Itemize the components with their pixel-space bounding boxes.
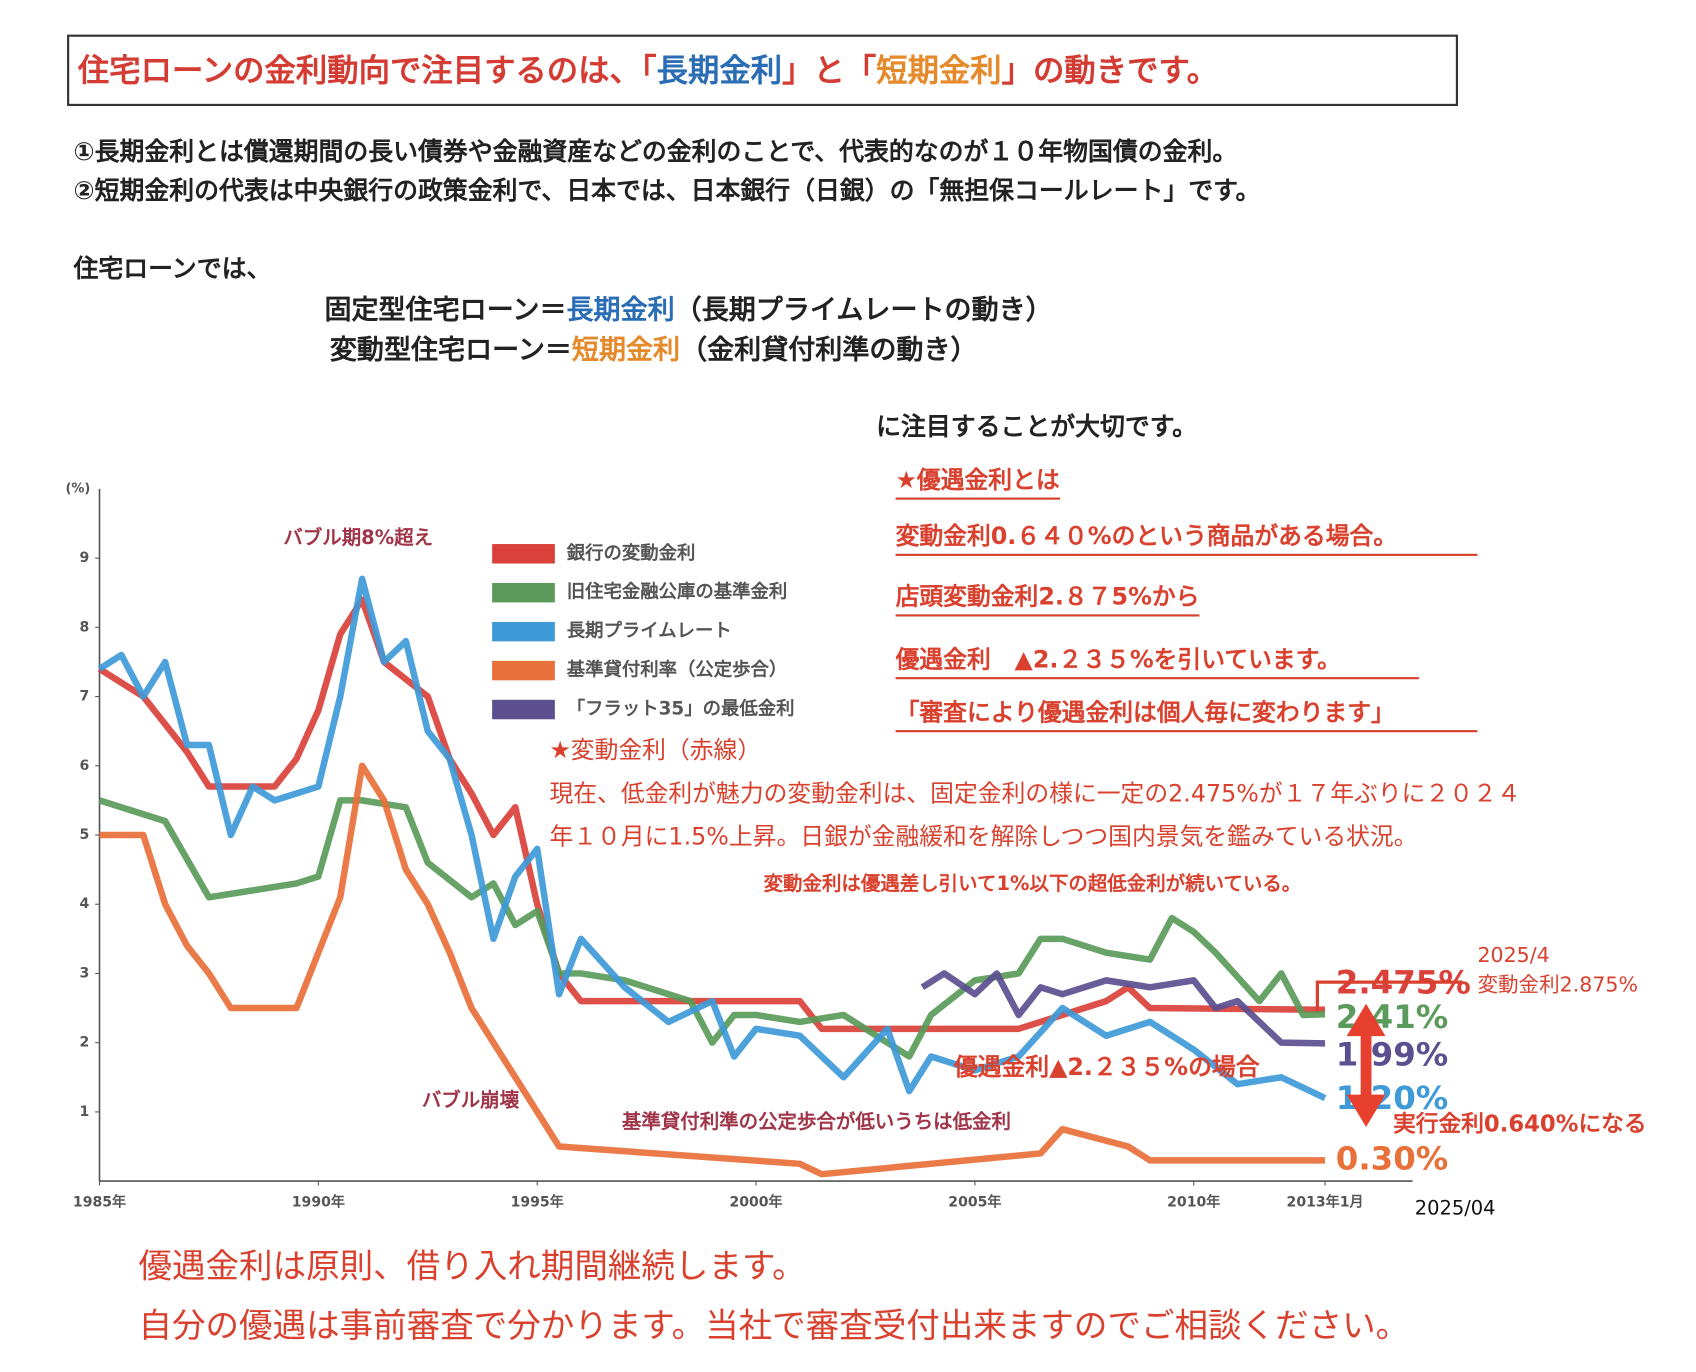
series-line [97,575,1327,1101]
series-line [920,970,1326,1047]
x-tick-label: 2013年1月 [1287,1194,1364,1211]
x-tick-label: 2010年 [1167,1194,1220,1211]
title-part: 」の動きです。 [1001,51,1219,89]
end-label: 1.99% [1336,1036,1449,1074]
loan-text: （長期プライムレートの動き） [674,294,1053,326]
title-part: 長期金利 [656,51,783,89]
legend-swatch [492,660,555,681]
connector [1315,980,1463,1012]
end-label: 2.41% [1336,998,1449,1036]
loan-text: 固定型住宅ローン＝ [324,294,567,326]
annotation: 変動金利は優遇差し引いて1%以下の超低金利が続いている。 [764,872,1302,895]
loan-rate: 短期金利 [571,334,681,366]
legend-label: 旧住宅金融公庫の基準金利 [567,581,788,603]
variable-line: 現在、低金利が魅力の変動金利は、固定金利の様に一定の2.475%が１７年ぶりに２… [549,780,1521,808]
y-tick-label: 7 [79,689,89,705]
title-part: 」と「 [782,51,877,89]
y-tick-label: 3 [79,965,89,981]
annotation: 2025/04 [1415,1197,1496,1220]
note: 優遇金利 ▲2.２３５%を引いています。 [895,640,1420,680]
arrow-head [1346,1003,1386,1037]
arrow-head [1346,1094,1386,1128]
y-tick-label: 6 [79,758,89,774]
x-tick-label: 1990年 [292,1194,345,1211]
loan-row: 固定型住宅ローン＝長期金利（長期プライムレートの動き） [324,289,1052,328]
legend-swatch [492,582,555,603]
variable-line: 年１０月に1.5%上昇。日銀が金融緩和を解除しつつ国内景気を鑑みている状況。 [549,824,1418,852]
note: 「審査により優遇金利は個人毎に変わります」 [895,693,1478,733]
end-label: 0.30% [1336,1140,1449,1178]
y-tick-label: 1 [79,1104,89,1120]
loan-text: 変動型住宅ローン＝ [329,334,572,366]
intro-line: ②短期金利の代表は中央銀行の政策金利で、日本では、日本銀行（日銀）の「無担保コー… [73,177,1261,206]
title-part: 住宅ローンの金利動向で注目するのは、「 [77,51,657,89]
title-part: 短期金利 [876,51,1002,89]
annotation: バブル期8%超え [283,526,433,549]
note: 変動金利0.６４０%のという商品がある場合。 [895,517,1478,556]
annotation: 2025/4 [1477,943,1549,967]
x-tick-label: 1985年 [73,1194,126,1211]
footer-line: 優遇金利は原則、借り入れ期間継続します。 [138,1247,806,1287]
legend-swatch [492,544,555,564]
x-tick-label: 1995年 [511,1194,564,1211]
legend-label: 「フラット35」の最低金利 [567,698,795,720]
annotation: 優遇金利▲2.２３５%の場合 [953,1053,1260,1081]
note: 店頭変動金利2.８７5%から [895,578,1200,617]
x-tick-label: 2005年 [948,1194,1001,1211]
annotation: バブル崩壊 [422,1089,520,1112]
x-tick-label: 2000年 [729,1194,782,1211]
y-tick-label: 8 [79,619,89,635]
y-tick-label: 4 [79,896,89,912]
series-line [98,797,1326,1060]
loan-closing: に注目することが大切です。 [876,413,1198,442]
y-tick-label: 2 [79,1035,89,1051]
annotation: 変動金利2.875% [1477,972,1638,996]
legend-swatch [492,621,555,642]
intro-line: ①長期金利とは償還期間の長い債券や金融資産などの金利のことで、代表的なのが１０年… [73,138,1238,167]
y-tick-label: 9 [79,550,89,566]
footer-line: 自分の優遇は事前審査で分かります。当社で審査受付出来ますのでご相談ください。 [138,1306,1410,1346]
series-line [99,762,1326,1178]
loan-text: （金利貸付利準の動き） [680,334,978,366]
loan-row: 変動型住宅ローン＝短期金利（金利貸付利準の動き） [330,329,978,368]
legend-label: 基準貸付利率（公定歩合） [566,659,788,681]
note: ★優遇金利とは [895,461,1060,500]
y-unit: (%) [65,481,90,496]
legend-label: 長期プライムレート [567,620,732,642]
title-box: 住宅ローンの金利動向で注目するのは、「長期金利」と「短期金利」の動きです。 [67,34,1458,106]
variable-title: ★変動金利（赤線） [549,737,762,765]
y-tick-label: 5 [79,827,89,843]
legend-label: 銀行の変動金利 [566,542,696,564]
loan-rate: 長期金利 [566,294,675,326]
annotation: 実行金利0.640%になる [1393,1110,1646,1137]
annotation: 基準貸付利準の公定歩合が低いうちは低金利 [621,1110,1011,1133]
legend-swatch [492,699,555,720]
loan-lead: 住宅ローンでは、 [73,255,272,284]
